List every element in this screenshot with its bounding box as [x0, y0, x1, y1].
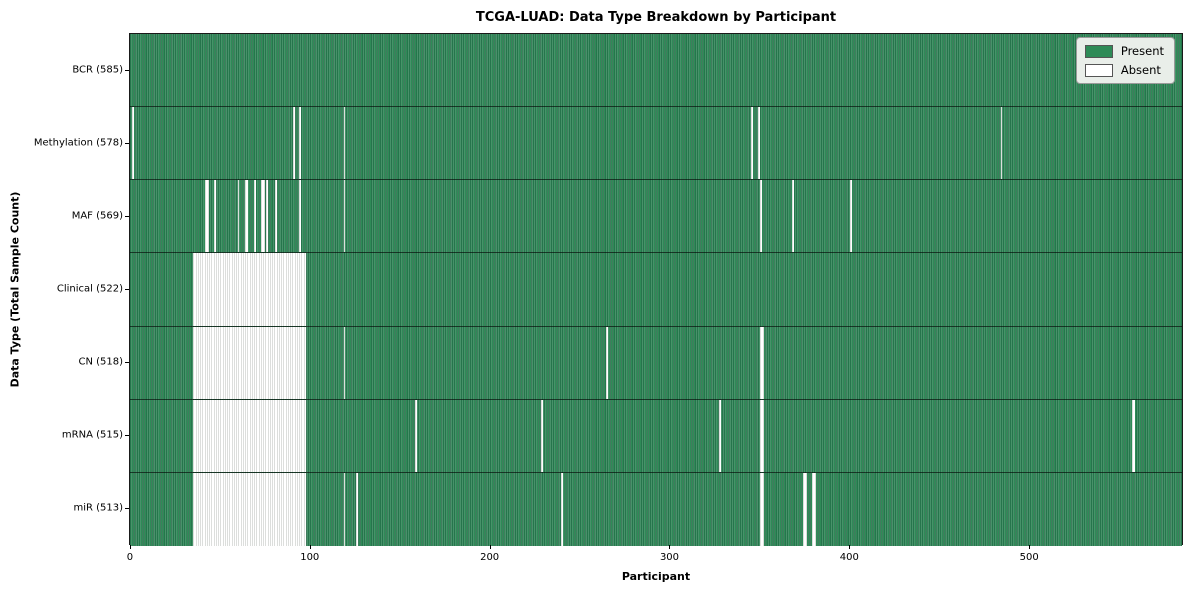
legend-swatch-icon [1084, 63, 1113, 77]
absent-segment [214, 180, 217, 253]
absent-segment [849, 180, 852, 253]
row-band-Methylation [130, 107, 1182, 181]
chart-title: TCGA-LUAD: Data Type Breakdown by Partic… [475, 10, 837, 25]
absent-segment [812, 472, 816, 546]
absent-segment [131, 107, 134, 180]
absent-segment [237, 180, 240, 253]
absent-segment [760, 472, 764, 546]
absent-segment [298, 180, 301, 253]
y-tick-mark [125, 215, 129, 217]
absent-segment [415, 399, 418, 472]
absent-segment [356, 472, 358, 546]
absent-segment [760, 326, 764, 399]
x-tick-mark [849, 545, 851, 549]
legend: Present Absent [1075, 37, 1175, 84]
absent-segment [343, 107, 346, 180]
x-tick-label: 300 [659, 552, 680, 563]
absent-segment [1131, 399, 1136, 472]
x-tick-label: 0 [126, 552, 134, 563]
absent-segment [541, 399, 543, 472]
y-tick-label-mRNA: mRNA (515) [61, 429, 123, 441]
legend-label: Absent [1120, 63, 1161, 77]
legend-entry: Absent [1084, 63, 1164, 77]
x-tick-label: 500 [1019, 552, 1039, 563]
x-tick-label: 100 [300, 552, 320, 563]
absent-segment [760, 180, 762, 253]
absent-segment [298, 107, 301, 180]
absent-segment [560, 472, 563, 546]
absent-segment [192, 399, 306, 472]
y-tick-label-Clinical: Clinical (522) [56, 283, 123, 295]
absent-segment [261, 180, 265, 253]
absent-segment [192, 326, 306, 399]
absent-segment [266, 180, 269, 253]
plot-area [129, 33, 1183, 546]
x-axis-label: Participant [621, 570, 691, 583]
row-band-MAF [130, 180, 1182, 254]
absent-segment [244, 180, 249, 253]
y-tick-label-CN: CN (518) [78, 356, 123, 368]
y-tick-label-Methylation: Methylation (578) [33, 137, 123, 149]
absent-segment [760, 399, 764, 472]
absent-segment [718, 399, 721, 472]
row-band-CN [130, 326, 1182, 400]
x-tick-mark [1029, 545, 1031, 549]
absent-segment [751, 107, 753, 180]
absent-segment [605, 326, 608, 399]
x-tick-label: 200 [480, 552, 500, 563]
absent-segment [1000, 107, 1003, 180]
absent-segment [192, 472, 306, 546]
legend-swatch-icon [1084, 44, 1113, 58]
absent-segment [343, 326, 346, 399]
absent-segment [293, 107, 296, 180]
absent-segment [758, 107, 761, 180]
y-axis-label: Data Type (Total Sample Count) [8, 191, 22, 388]
y-tick-mark [125, 362, 129, 364]
legend-label: Present [1120, 44, 1164, 58]
absent-segment [205, 180, 209, 253]
y-tick-label-BCR: BCR (585) [72, 64, 123, 76]
row-band-Clinical [130, 253, 1182, 327]
y-tick-mark [125, 142, 129, 144]
absent-segment [275, 180, 278, 253]
row-band-BCR [130, 34, 1182, 108]
absent-segment [253, 180, 256, 253]
x-tick-label: 400 [839, 552, 859, 563]
absent-segment [192, 253, 306, 326]
row-band-miR [130, 472, 1182, 546]
absent-segment [792, 180, 795, 253]
y-tick-label-MAF: MAF (569) [71, 210, 123, 222]
y-tick-mark [125, 289, 129, 290]
x-tick-mark [129, 545, 131, 549]
absent-segment [803, 472, 807, 546]
y-tick-mark [125, 435, 129, 437]
x-tick-mark [309, 545, 311, 549]
y-tick-label-miR: miR (513) [73, 502, 123, 514]
absent-segment [343, 472, 346, 546]
absent-segment [343, 180, 346, 253]
x-tick-mark [489, 545, 491, 549]
x-tick-mark [669, 545, 671, 549]
legend-entry: Present [1084, 44, 1164, 58]
y-tick-mark [125, 69, 129, 71]
row-band-mRNA [130, 399, 1182, 473]
y-tick-mark [125, 508, 129, 510]
